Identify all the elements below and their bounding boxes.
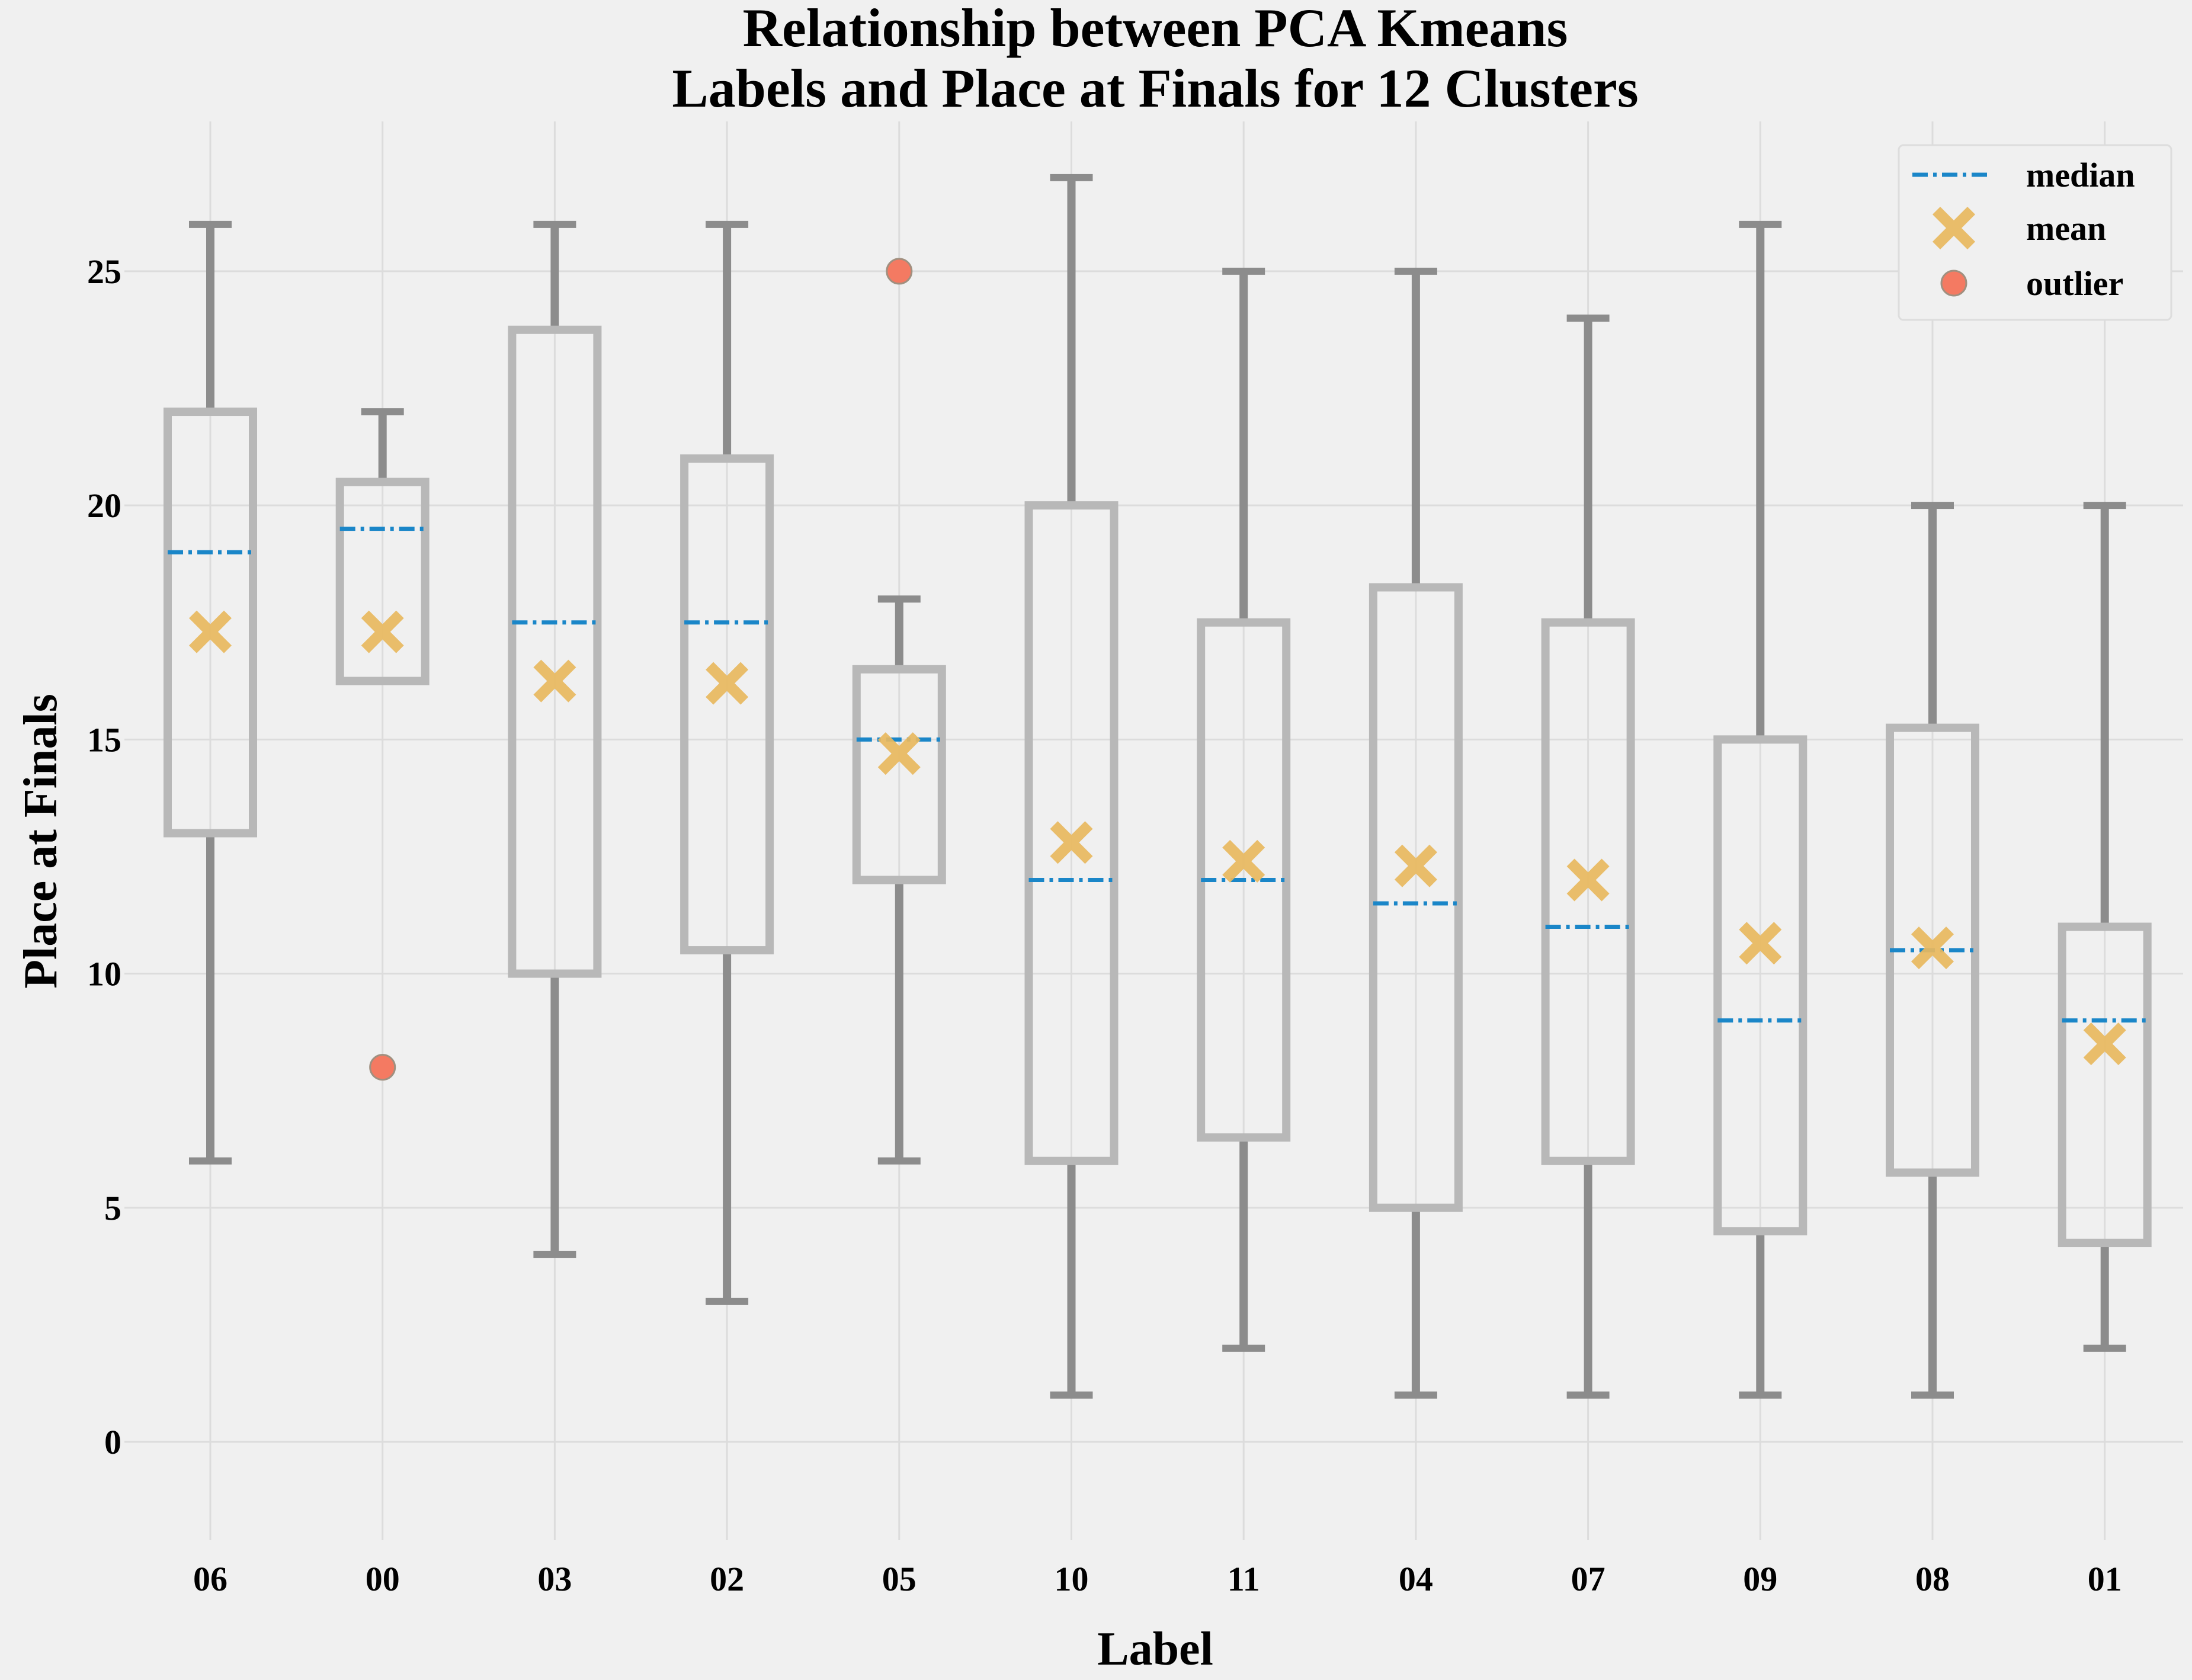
- box: [508, 325, 602, 978]
- chart-title: Relationship between PCA Kmeans Labels an…: [672, 0, 1638, 118]
- legend-label-mean: mean: [2026, 209, 2106, 248]
- legend-frame: [1898, 144, 2172, 321]
- mean-marker: [1566, 858, 1610, 902]
- box: [1024, 501, 1119, 1165]
- x-tick-label: 03: [537, 1560, 572, 1598]
- legend-label-median: median: [2026, 156, 2135, 194]
- box-group-01: [2058, 502, 2152, 1352]
- box: [1713, 735, 1808, 1236]
- mean-marker: [1739, 922, 1782, 965]
- x-tick-label: 01: [2088, 1560, 2122, 1598]
- y-tick-label: 10: [87, 955, 121, 993]
- mean-marker: [361, 610, 404, 653]
- y-tick-labels: 0 5 10 15 20 25: [87, 252, 121, 1461]
- box: [335, 477, 430, 685]
- legend: median mean outlier: [1898, 144, 2172, 321]
- mean-marker: [1222, 839, 1265, 883]
- x-tick-label: 00: [366, 1560, 400, 1598]
- x-tick-label: 06: [193, 1560, 227, 1598]
- y-tick-label: 25: [87, 252, 121, 291]
- x-tick-label: 11: [1228, 1560, 1260, 1598]
- chart-title-line: Labels and Place at Finals for 12 Cluste…: [672, 58, 1638, 118]
- mean-marker: [1394, 844, 1437, 887]
- outlier-point: [369, 1054, 396, 1081]
- box-group-07: [1541, 314, 1635, 1399]
- y-tick-label: 15: [87, 720, 121, 759]
- x-axis-label: Label: [1097, 1623, 1213, 1675]
- y-tick-label: 20: [87, 486, 121, 525]
- y-tick-label: 5: [104, 1189, 121, 1227]
- mean-marker: [2083, 1022, 2126, 1066]
- box: [680, 454, 774, 955]
- box: [2058, 922, 2152, 1248]
- box-series: [164, 174, 2152, 1399]
- box: [164, 408, 257, 838]
- box-group-06: [164, 220, 257, 1165]
- x-tick-label: 10: [1055, 1560, 1089, 1598]
- box-group-04: [1369, 267, 1463, 1399]
- mean-marker: [189, 610, 232, 653]
- outlier-point: [886, 258, 913, 285]
- box-group-00: [335, 408, 430, 1081]
- x-tick-label: 04: [1399, 1560, 1433, 1598]
- x-tick-label: 08: [1915, 1560, 1950, 1598]
- box-group-08: [1886, 502, 1979, 1399]
- x-tick-label: 07: [1571, 1560, 1605, 1598]
- x-tick-labels: 06 00 03 02 05 10 11 04 07 09 08 01: [193, 1560, 2122, 1598]
- legend-label-outlier: outlier: [2026, 264, 2123, 303]
- mean-marker: [1911, 926, 1954, 970]
- mean-marker: [706, 662, 749, 705]
- box-group-02: [680, 220, 774, 1305]
- chart-title-line: Relationship between PCA Kmeans: [743, 0, 1568, 58]
- legend-outlier-swatch: [1940, 270, 1967, 297]
- mean-marker: [877, 732, 921, 775]
- box-group-10: [1024, 174, 1119, 1399]
- box: [1541, 618, 1635, 1165]
- box-group-09: [1713, 220, 1808, 1399]
- x-tick-label: 09: [1743, 1560, 1777, 1598]
- box-group-03: [508, 220, 602, 1258]
- legend-mean-swatch: [1933, 207, 1975, 249]
- x-tick-label: 05: [882, 1560, 916, 1598]
- box-group-05: [852, 258, 946, 1165]
- x-tick-label: 02: [710, 1560, 744, 1598]
- box: [852, 665, 946, 884]
- box: [1369, 583, 1463, 1212]
- y-tick-label: 0: [104, 1423, 121, 1461]
- mean-marker: [1050, 821, 1093, 864]
- box-group-11: [1197, 267, 1291, 1352]
- y-axis-label: Place at Finals: [15, 694, 67, 989]
- mean-marker: [533, 659, 576, 703]
